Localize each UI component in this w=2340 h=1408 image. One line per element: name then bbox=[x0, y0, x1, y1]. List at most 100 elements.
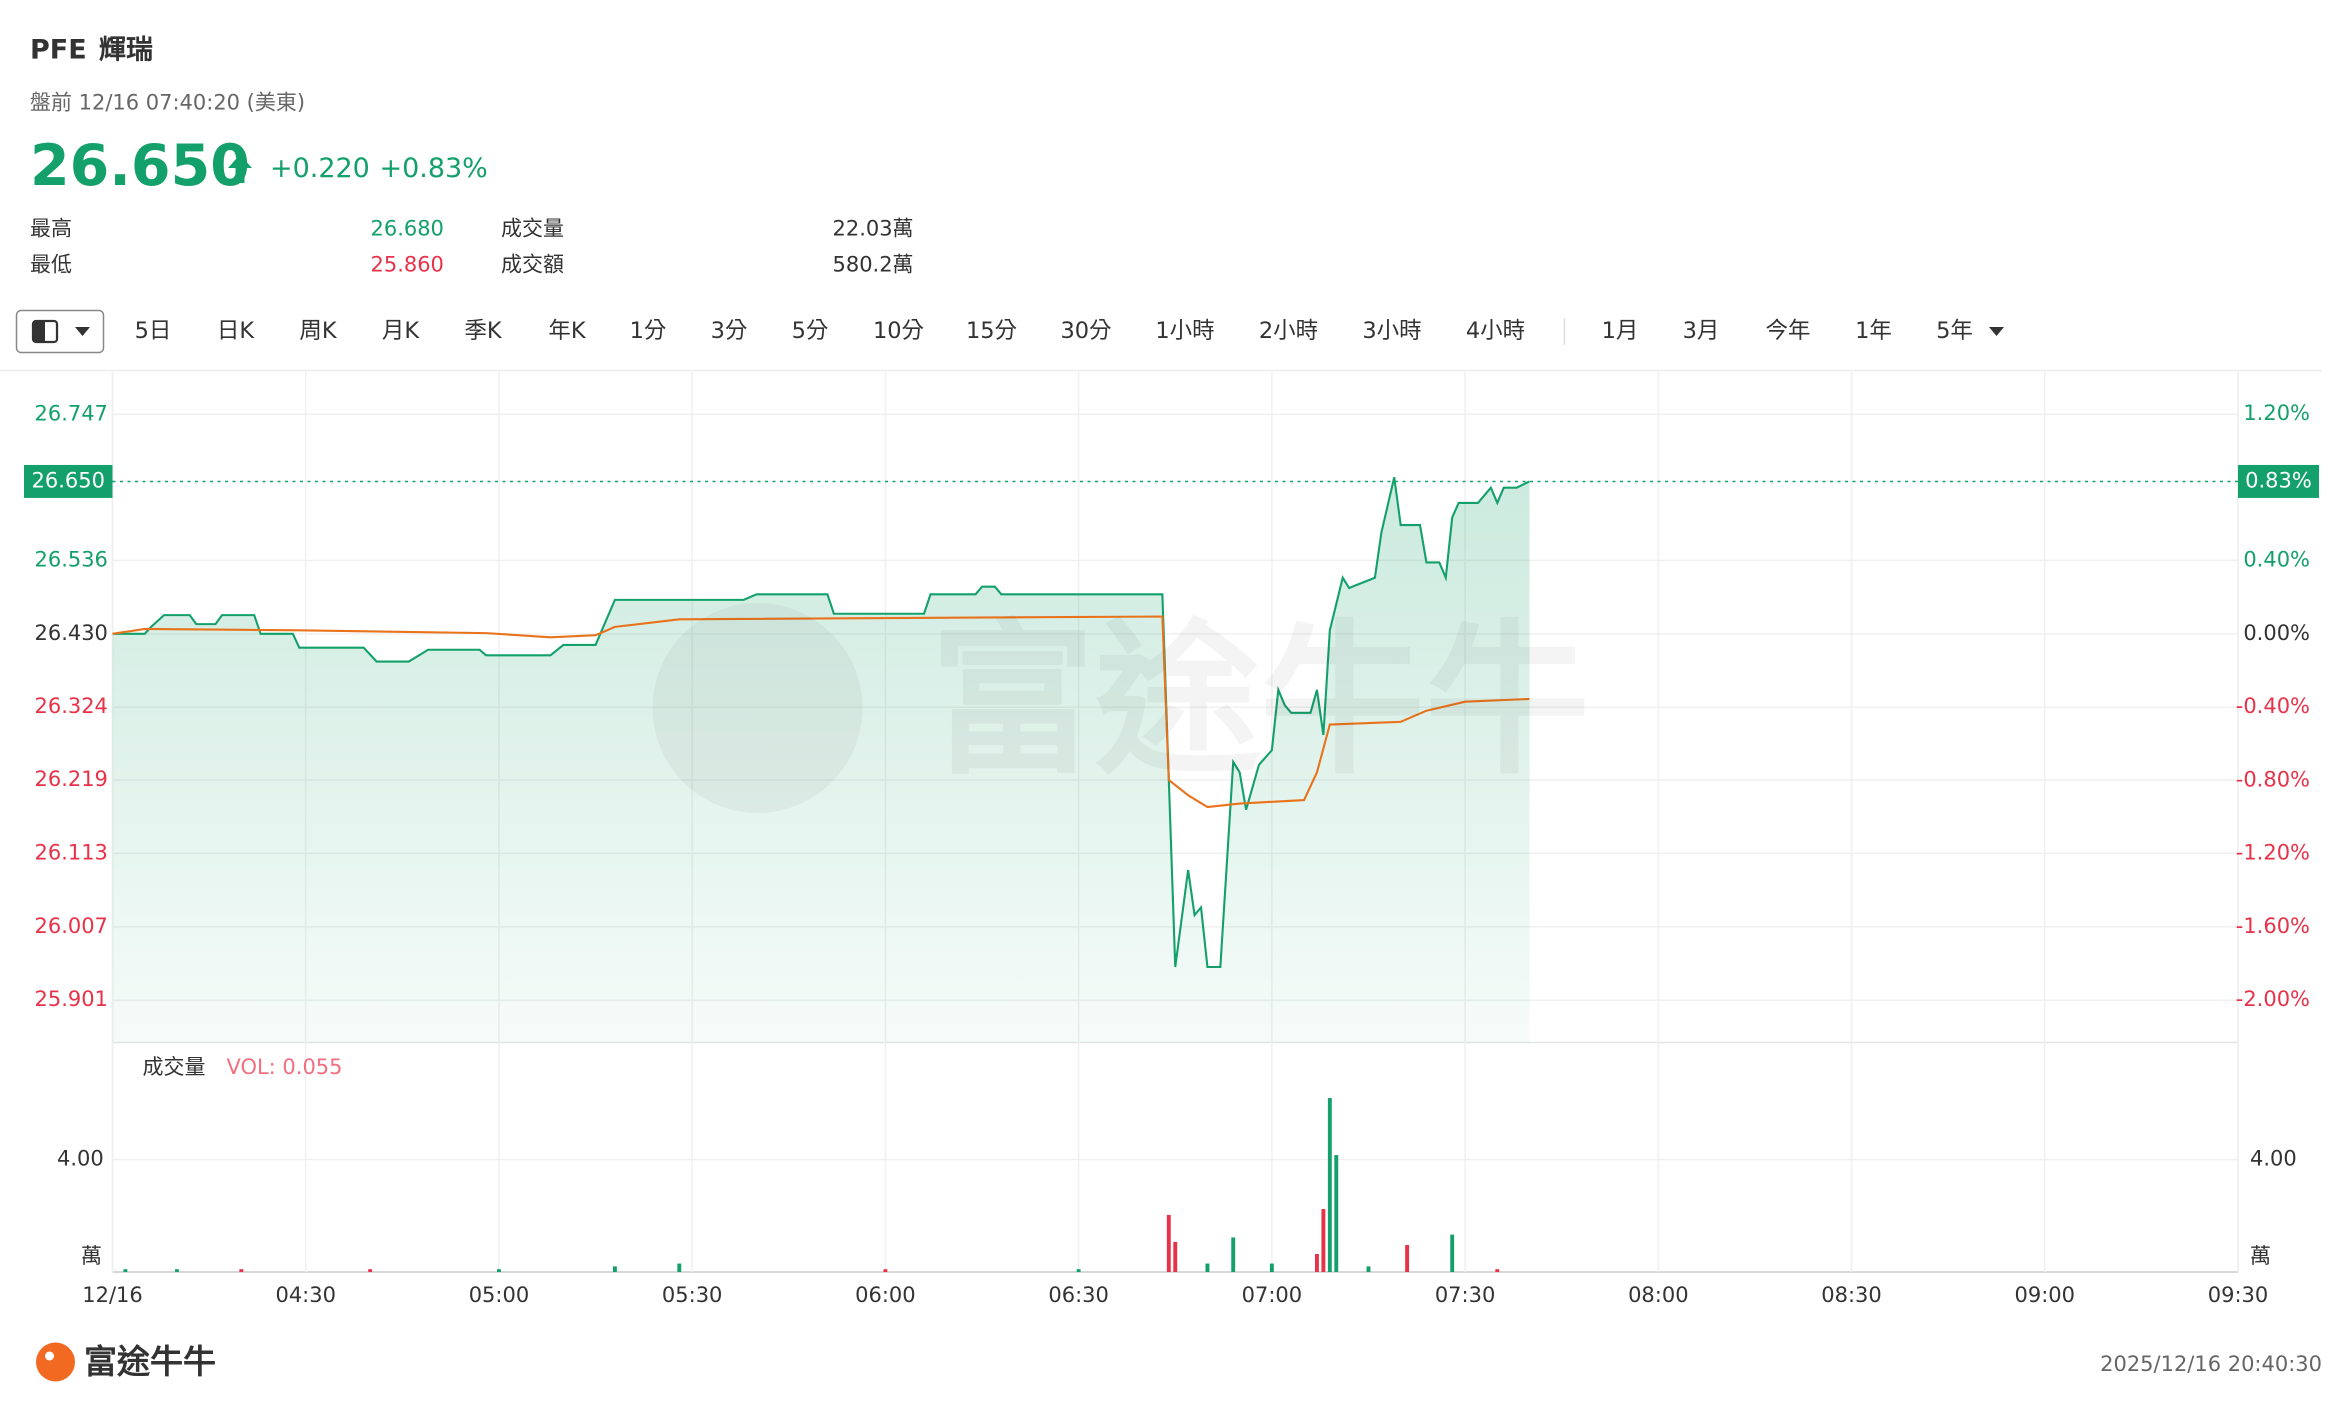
caret[interactable] bbox=[1988, 326, 2004, 336]
change-pct: +0.83% bbox=[380, 153, 488, 184]
caret bbox=[75, 326, 91, 336]
volume-unit: 萬 bbox=[81, 1244, 102, 1268]
volume-bar bbox=[1205, 1263, 1210, 1272]
line bbox=[112, 477, 1530, 969]
volume-bar bbox=[1076, 1269, 1081, 1272]
watermark-logo bbox=[652, 602, 863, 813]
toolbar-item[interactable]: 1小時 bbox=[1155, 318, 1214, 344]
volume-bar bbox=[612, 1266, 617, 1272]
y2-tick-label: 0.00% bbox=[2243, 621, 2310, 645]
toolbar-item[interactable]: 5分 bbox=[792, 318, 829, 344]
y-tick-label: 25.901 bbox=[35, 987, 108, 1011]
stat-value: 25.860 bbox=[371, 252, 444, 276]
toolbar-item[interactable]: 5日 bbox=[135, 318, 172, 344]
toolbar-item[interactable]: 1年 bbox=[1855, 318, 1892, 344]
stat-value: 580.2萬 bbox=[833, 252, 914, 276]
volume-bar bbox=[1450, 1234, 1455, 1272]
y-tick-label: 26.113 bbox=[35, 840, 108, 864]
y2-tick-label: -1.60% bbox=[2236, 914, 2310, 938]
area bbox=[112, 477, 1530, 1043]
toolbar-item[interactable]: 周K bbox=[299, 318, 337, 344]
toolbar-item[interactable]: 1分 bbox=[630, 318, 667, 344]
toolbar-item[interactable]: 季K bbox=[464, 318, 502, 344]
x-tick-label: 05:30 bbox=[662, 1283, 722, 1307]
x-tick-label: 07:00 bbox=[1242, 1283, 1302, 1307]
volume-bar bbox=[1314, 1254, 1319, 1272]
volume-bar bbox=[368, 1269, 373, 1272]
symbol: PFE bbox=[30, 34, 87, 65]
volume-title: 成交量 bbox=[143, 1055, 206, 1079]
x-tick-label: 09:30 bbox=[2208, 1283, 2268, 1307]
toolbar-item[interactable]: 1月 bbox=[1602, 318, 1639, 344]
toolbar-item[interactable]: 2小時 bbox=[1259, 318, 1318, 344]
volume-bar bbox=[174, 1269, 179, 1272]
x-tick-label: 05:00 bbox=[469, 1283, 529, 1307]
brand-logo bbox=[36, 1342, 76, 1382]
toolbar-item[interactable]: 3小時 bbox=[1362, 318, 1421, 344]
stat-label: 最高 bbox=[30, 216, 72, 240]
y-tick-label: 26.536 bbox=[35, 547, 108, 571]
watermark: 富途牛牛 bbox=[930, 605, 1590, 797]
stat-value: 22.03萬 bbox=[833, 216, 914, 240]
stat-label: 成交量 bbox=[501, 216, 564, 240]
icon bbox=[33, 320, 46, 342]
volume-bar bbox=[883, 1269, 888, 1272]
stat-label: 最低 bbox=[30, 252, 72, 276]
volume-bar bbox=[1166, 1214, 1171, 1272]
line bbox=[112, 615, 1530, 809]
last-price-box bbox=[24, 464, 113, 498]
y-tick-label: 26.324 bbox=[35, 694, 108, 718]
button-frame[interactable] bbox=[15, 309, 105, 354]
x-tick-label: 07:30 bbox=[1435, 1283, 1495, 1307]
volume-bar bbox=[1231, 1237, 1236, 1272]
volume-bar bbox=[1173, 1241, 1178, 1272]
x-tick-label: 06:00 bbox=[855, 1283, 915, 1307]
stat-value: 26.680 bbox=[371, 216, 444, 240]
x-tick-label: 12/16 bbox=[82, 1283, 142, 1307]
volume-bar bbox=[239, 1269, 244, 1272]
toolbar-item[interactable]: 月K bbox=[382, 318, 420, 344]
y2-tick-label: -1.20% bbox=[2236, 841, 2310, 865]
volume-unit: 萬 bbox=[2250, 1244, 2271, 1268]
volume-bar bbox=[123, 1269, 128, 1272]
y2-tick-label: -0.80% bbox=[2236, 767, 2310, 791]
layout-button[interactable] bbox=[15, 309, 105, 354]
y-tick-label: 26.007 bbox=[35, 914, 108, 938]
toolbar-item[interactable]: 10分 bbox=[873, 318, 924, 344]
stat-label: 成交額 bbox=[501, 252, 564, 276]
y2-tick-label: -0.40% bbox=[2236, 694, 2310, 718]
change: +0.220 bbox=[270, 153, 370, 184]
y2-tick-label: 1.20% bbox=[2243, 401, 2310, 425]
last-pct-box bbox=[2237, 464, 2319, 498]
toolbar-item[interactable]: 今年 bbox=[1766, 318, 1811, 344]
x-tick-label: 08:00 bbox=[1628, 1283, 1688, 1307]
volume-bar bbox=[1327, 1098, 1332, 1272]
volume-bar bbox=[677, 1263, 682, 1272]
toolbar-item[interactable]: 日K bbox=[217, 318, 255, 344]
volume-bar bbox=[1495, 1269, 1500, 1272]
toolbar-item[interactable]: 3分 bbox=[711, 318, 748, 344]
x-tick-label: 06:30 bbox=[1048, 1283, 1108, 1307]
toolbar-item[interactable]: 5年 bbox=[1936, 318, 1973, 344]
x-tick-label: 04:30 bbox=[275, 1283, 335, 1307]
stock-name: 輝瑞 bbox=[99, 34, 153, 65]
volume-bar bbox=[1405, 1245, 1410, 1272]
session: 盤前 12/16 07:40:20 (美東) bbox=[30, 90, 305, 114]
toolbar-item[interactable]: 年K bbox=[548, 318, 586, 344]
last-price-label: 26.650 bbox=[32, 468, 105, 492]
last-pct-label: 0.83% bbox=[2245, 468, 2312, 492]
toolbar-item[interactable]: 4小時 bbox=[1466, 318, 1525, 344]
volume-bar bbox=[1321, 1209, 1326, 1272]
price: 26.650 bbox=[30, 133, 250, 199]
plot bbox=[111, 371, 2239, 1273]
toolbar-item[interactable]: 30分 bbox=[1060, 318, 1111, 344]
volume-bar bbox=[1366, 1266, 1371, 1272]
toolbar-item[interactable]: 15分 bbox=[966, 318, 1017, 344]
toolbar-item[interactable]: 3月 bbox=[1683, 318, 1720, 344]
volume-bar bbox=[497, 1269, 501, 1272]
timestamp: 2025/12/16 20:40:30 bbox=[2100, 1352, 2322, 1376]
volume-tick-label: 4.00 bbox=[57, 1147, 104, 1171]
y2-tick-label: -2.00% bbox=[2236, 987, 2310, 1011]
y-tick-label: 26.219 bbox=[35, 767, 108, 791]
